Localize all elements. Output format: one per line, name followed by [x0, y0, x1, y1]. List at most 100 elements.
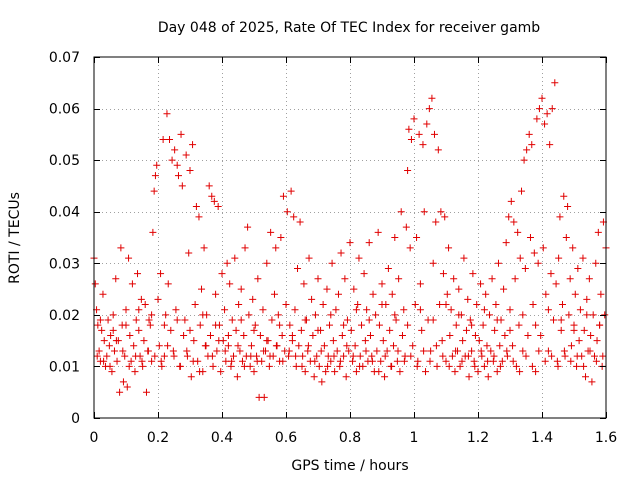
data-point — [456, 362, 464, 370]
data-point — [107, 331, 115, 339]
data-point — [177, 130, 185, 138]
data-point — [470, 357, 478, 365]
data-point — [336, 362, 344, 370]
data-point — [356, 362, 364, 370]
data-point — [230, 352, 238, 360]
data-point — [333, 347, 341, 355]
data-point — [446, 331, 454, 339]
data-point — [315, 362, 323, 370]
data-point — [298, 362, 306, 370]
data-point — [582, 373, 590, 381]
data-point — [134, 270, 142, 278]
chart-title: Day 048 of 2025, Rate Of TEC Index for r… — [158, 20, 540, 36]
data-point — [217, 368, 225, 376]
data-point — [592, 259, 600, 267]
data-point — [455, 285, 463, 293]
data-point — [186, 166, 194, 174]
data-point — [158, 362, 166, 370]
data-point — [199, 311, 207, 319]
data-point — [162, 311, 170, 319]
data-point — [215, 337, 223, 345]
data-point — [274, 311, 282, 319]
data-point — [253, 357, 261, 365]
data-point — [400, 306, 408, 314]
y-tick-label: 0.02 — [49, 308, 80, 324]
data-point — [355, 254, 363, 262]
data-point — [432, 342, 440, 350]
data-point — [506, 306, 514, 314]
data-point — [414, 357, 422, 365]
data-point — [493, 368, 501, 376]
data-point — [173, 316, 181, 324]
data-point — [525, 130, 533, 138]
data-point — [224, 331, 232, 339]
data-point — [226, 280, 234, 288]
data-point — [573, 352, 581, 360]
data-point — [573, 362, 581, 370]
data-point — [300, 280, 308, 288]
data-point — [566, 275, 574, 283]
data-point — [174, 172, 182, 180]
data-point — [427, 347, 435, 355]
data-point — [518, 187, 526, 195]
data-point — [160, 321, 168, 329]
data-point — [146, 321, 154, 329]
data-point — [464, 352, 472, 360]
data-point — [128, 280, 136, 288]
data-point — [95, 347, 103, 355]
data-point — [150, 187, 158, 195]
data-point — [395, 275, 403, 283]
data-point — [221, 306, 229, 314]
data-point — [192, 203, 200, 211]
data-point — [267, 228, 275, 236]
data-point — [575, 337, 583, 345]
data-point — [106, 362, 114, 370]
data-point — [187, 373, 195, 381]
data-point — [480, 306, 488, 314]
data-point — [113, 357, 121, 365]
data-point — [391, 311, 399, 319]
data-point — [514, 228, 522, 236]
data-point — [548, 352, 556, 360]
data-point — [443, 290, 451, 298]
data-point — [416, 306, 424, 314]
data-point — [291, 306, 299, 314]
data-point — [464, 295, 472, 303]
data-point — [191, 301, 199, 309]
data-point — [488, 275, 496, 283]
x-tick-label: 1.2 — [467, 430, 489, 446]
data-point — [368, 352, 376, 360]
data-point — [460, 254, 468, 262]
data-point — [328, 259, 336, 267]
data-point — [543, 110, 551, 118]
data-point — [409, 342, 417, 350]
data-point — [515, 321, 523, 329]
data-point — [432, 218, 440, 226]
data-point — [436, 301, 444, 309]
data-point — [131, 368, 139, 376]
data-point — [142, 388, 150, 396]
data-point — [91, 280, 99, 288]
data-point — [214, 203, 222, 211]
data-point — [571, 290, 579, 298]
data-point — [237, 316, 245, 324]
data-point — [148, 311, 156, 319]
data-point — [413, 234, 421, 241]
data-point — [534, 259, 542, 267]
data-point — [172, 306, 180, 314]
data-point — [345, 347, 353, 355]
data-point — [350, 285, 358, 293]
data-point — [167, 326, 175, 334]
data-point — [452, 321, 460, 329]
data-point — [390, 342, 398, 350]
data-point — [567, 357, 575, 365]
data-point — [372, 311, 380, 319]
data-point — [601, 311, 609, 319]
data-points — [90, 79, 610, 401]
data-point — [283, 208, 291, 216]
data-point — [377, 357, 385, 365]
data-point — [565, 311, 573, 319]
data-point — [127, 357, 135, 365]
data-point — [189, 357, 197, 365]
data-point — [388, 290, 396, 298]
